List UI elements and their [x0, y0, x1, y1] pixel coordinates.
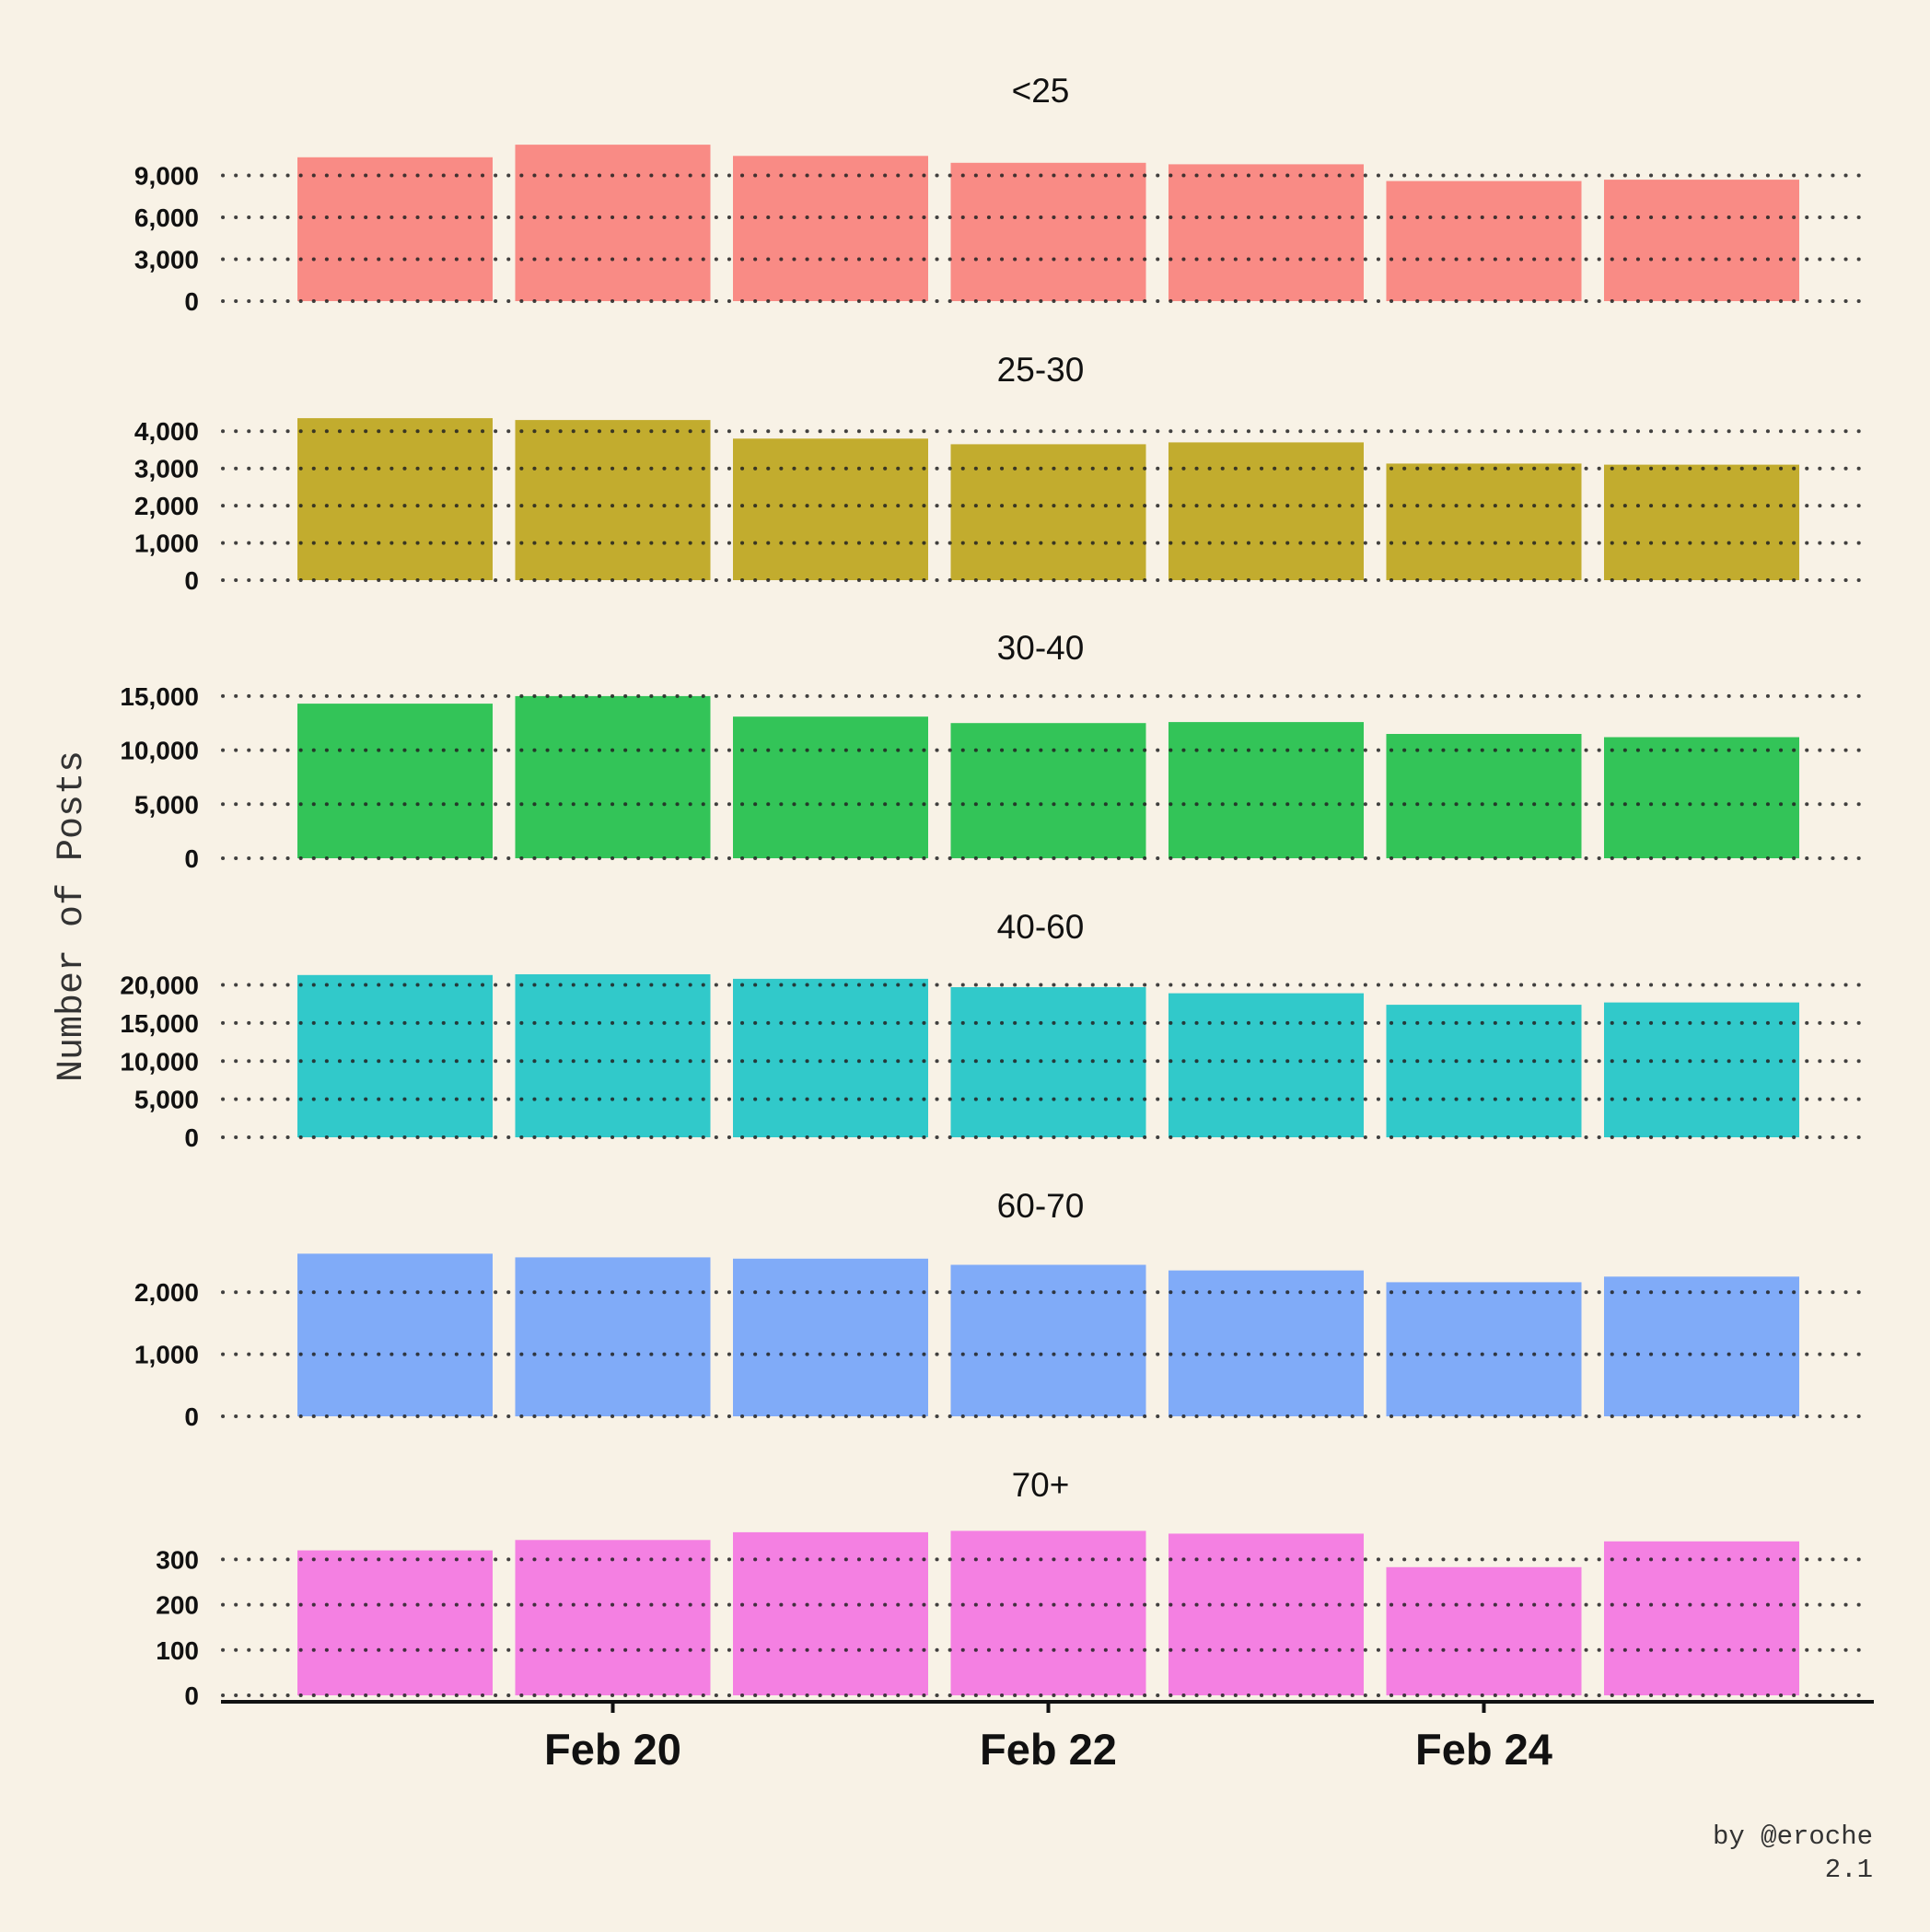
y-tick-label: 0 — [184, 1402, 199, 1431]
bar — [1604, 1541, 1799, 1695]
panel-1: <25 0 3,000 6,000 9,000 — [134, 72, 1871, 316]
bar — [1604, 180, 1799, 301]
y-tick-label: 0 — [184, 1123, 199, 1152]
panel-2: 25-30 0 1,000 2,000 3,000 4,000 — [134, 351, 1871, 595]
bar — [297, 418, 493, 580]
bar — [1386, 1005, 1582, 1137]
y-axis-label: Number of Posts — [52, 751, 93, 1082]
panel-title: <25 — [1012, 72, 1070, 110]
y-tick-label: 3,000 — [134, 246, 199, 274]
panel-title: 30-40 — [997, 629, 1085, 667]
y-tick-label: 0 — [184, 844, 199, 873]
bar — [1604, 1276, 1799, 1416]
panel-5: 60-70 0 1,000 2,000 — [134, 1187, 1871, 1431]
x-tick-label: Feb 24 — [1415, 1725, 1552, 1774]
y-tick-label: 15,000 — [120, 1009, 199, 1038]
y-tick-label: 0 — [184, 1682, 199, 1710]
bar — [515, 974, 711, 1137]
y-tick-label: 1,000 — [134, 1341, 199, 1369]
bar — [733, 438, 928, 580]
bar — [733, 1531, 928, 1695]
y-tick-label: 2,000 — [134, 492, 199, 520]
bar — [1168, 164, 1364, 301]
y-tick-label: 2,000 — [134, 1278, 199, 1307]
y-tick-label: 300 — [156, 1545, 199, 1574]
bar — [950, 987, 1146, 1137]
y-tick-label: 5,000 — [134, 790, 199, 819]
bar — [1604, 1002, 1799, 1137]
bar — [733, 1258, 928, 1416]
panel-3: 30-40 0 5,000 10,000 15,000 — [120, 629, 1871, 873]
bar — [1604, 464, 1799, 580]
panel-6: 70+ 0 100 200 300 — [156, 1466, 1871, 1710]
bar — [515, 1257, 711, 1416]
bar — [515, 695, 711, 858]
y-tick-label: 3,000 — [134, 455, 199, 483]
panel-title: 60-70 — [997, 1187, 1085, 1225]
bar — [950, 444, 1146, 580]
bar — [1168, 722, 1364, 858]
bar — [1168, 1533, 1364, 1695]
bar — [515, 420, 711, 580]
y-tick-label: 0 — [184, 287, 199, 316]
x-tick-label: Feb 20 — [544, 1725, 681, 1774]
y-tick-label: 10,000 — [120, 737, 199, 765]
y-tick-label: 200 — [156, 1591, 199, 1620]
y-tick-label: 15,000 — [120, 682, 199, 711]
y-tick-label: 1,000 — [134, 530, 199, 558]
bar — [950, 723, 1146, 858]
bar — [1386, 463, 1582, 580]
panel-4: 40-60 0 5,000 10,000 15,000 20,000 — [120, 908, 1871, 1152]
y-tick-label: 6,000 — [134, 204, 199, 232]
bar — [297, 704, 493, 858]
credit-author: by @eroche — [1713, 1821, 1873, 1852]
chart-panels: <25 0 3,000 6,000 9,000 25-30 0 1,000 2,000 3,000… — [120, 72, 1871, 1710]
y-tick-label: 4,000 — [134, 417, 199, 446]
x-axis: Feb 20 Feb 22 Feb 24 — [221, 1700, 1874, 1774]
bar — [297, 1253, 493, 1416]
panel-title: 70+ — [1012, 1466, 1070, 1504]
panel-title: 40-60 — [997, 908, 1085, 946]
y-tick-label: 10,000 — [120, 1047, 199, 1076]
y-tick-label: 20,000 — [120, 972, 199, 1000]
bar — [950, 1264, 1146, 1416]
bar — [1386, 1282, 1582, 1416]
bar — [1168, 993, 1364, 1137]
bar — [515, 1540, 711, 1695]
y-tick-label: 0 — [184, 566, 199, 595]
bar — [297, 974, 493, 1137]
y-tick-label: 9,000 — [134, 162, 199, 191]
bar — [733, 156, 928, 301]
y-tick-label: 5,000 — [134, 1086, 199, 1114]
y-tick-label: 100 — [156, 1636, 199, 1665]
bar — [950, 162, 1146, 301]
bar — [1386, 1566, 1582, 1695]
bar — [950, 1530, 1146, 1695]
panel-title: 25-30 — [997, 351, 1085, 389]
bar — [515, 145, 711, 301]
bar — [297, 157, 493, 301]
bar — [1168, 442, 1364, 580]
bar — [733, 716, 928, 858]
credit-version: 2.1 — [1825, 1855, 1873, 1885]
bar — [733, 978, 928, 1137]
bar — [1386, 734, 1582, 858]
bar — [1168, 1270, 1364, 1416]
bar — [297, 1550, 493, 1695]
bar — [1386, 180, 1582, 301]
x-tick-label: Feb 22 — [980, 1725, 1117, 1774]
bar — [1604, 737, 1799, 858]
